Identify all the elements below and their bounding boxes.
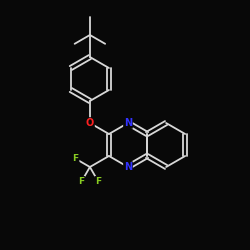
Text: N: N <box>124 162 132 172</box>
Text: F: F <box>72 154 79 163</box>
Text: O: O <box>86 118 94 128</box>
Text: N: N <box>124 118 132 128</box>
Text: F: F <box>78 177 85 186</box>
Text: F: F <box>95 177 101 186</box>
